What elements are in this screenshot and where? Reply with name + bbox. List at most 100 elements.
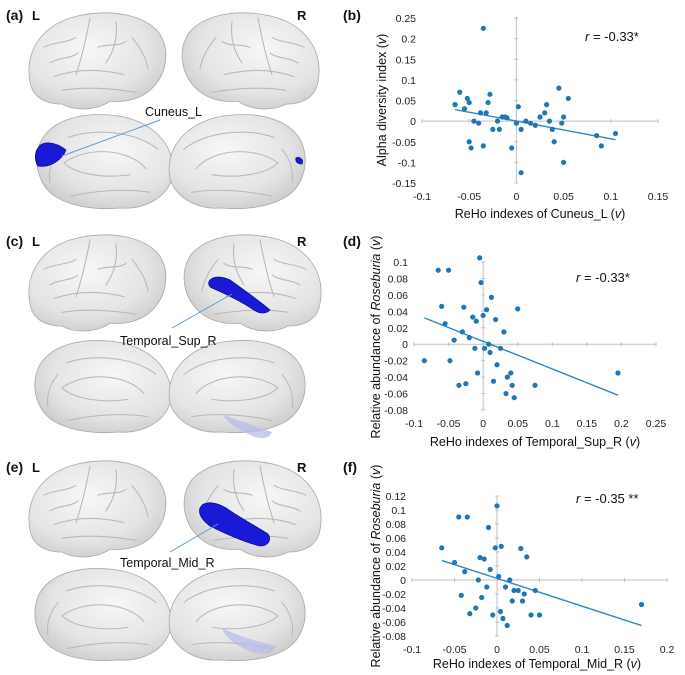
data-point [458, 592, 464, 599]
data-point [488, 294, 495, 300]
panel-a-label: (a) [6, 7, 23, 23]
data-point [477, 110, 484, 116]
data-point [511, 587, 517, 594]
y-tick-label: 0.12 [386, 491, 407, 503]
data-point [463, 381, 469, 387]
data-point [485, 99, 491, 106]
data-point [501, 329, 507, 335]
panel-a: (a) L R Cuneus_L [6, 7, 320, 210]
y-tick-label: -0.02 [384, 356, 408, 368]
data-point [518, 170, 524, 176]
data-point [532, 122, 538, 128]
data-point [556, 85, 562, 91]
label-part: v [369, 468, 383, 475]
panel-e-label: (e) [6, 459, 23, 475]
panel-c-right-label: R [297, 234, 307, 249]
y-tick-label: 0.15 [396, 54, 417, 66]
correlation-annotation: r = -0.35 ** [576, 491, 639, 506]
label-part: ) [369, 236, 383, 240]
data-point [481, 345, 488, 351]
label-part: Relative abundance of [369, 540, 383, 668]
y-tick-label: 0.1 [401, 75, 416, 87]
data-point [500, 615, 506, 622]
data-point [528, 612, 534, 618]
data-point [515, 104, 521, 110]
data-point [494, 362, 500, 368]
y-tick-label: 0 [402, 339, 408, 351]
label-part: = -0.33* [580, 270, 630, 285]
scatter-plot-b: (b)-0.1 -0.05 0 0.05 0.1 0.15-0.15-0.1-0.0500… [343, 7, 668, 221]
label-part: v [631, 657, 638, 671]
data-point [439, 303, 445, 309]
data-point [536, 612, 543, 618]
brain-lateral-right [183, 234, 322, 332]
data-point [612, 130, 619, 137]
data-point [511, 395, 517, 401]
temporal-sup-region-highlight [208, 276, 271, 314]
label-part: ) [375, 34, 389, 38]
data-point [523, 118, 529, 124]
x-tick-label: -0.1 [405, 418, 423, 430]
data-point [565, 95, 571, 102]
panel-c-left-label: L [32, 234, 40, 249]
data-point [475, 370, 481, 376]
y-axis-title: Alpha diversity index (v) [375, 34, 389, 167]
data-point [497, 608, 503, 615]
brain-lateral-right [181, 12, 320, 110]
x-tick-label: -0.1 [403, 644, 421, 656]
y-tick-label: 0.06 [386, 533, 407, 545]
y-tick-label: -0.02 [382, 589, 406, 601]
x-tick-label: -0.1 [413, 191, 431, 203]
data-point [532, 382, 538, 388]
region-label-temporal-sup: Temporal_Sup_R [120, 334, 217, 348]
data-point [537, 114, 543, 120]
data-point [468, 145, 474, 151]
label-part: Relative abundance of [369, 311, 383, 439]
y-tick-label: 0.06 [388, 290, 409, 302]
data-point [546, 118, 553, 124]
data-point [487, 566, 493, 573]
x-tick-label: 0.1 [603, 191, 618, 203]
panel-a-left-label: L [32, 8, 40, 23]
x-tick-label: 0.05 [553, 191, 574, 203]
data-point [490, 612, 496, 618]
label-part: v [630, 435, 637, 449]
data-point [471, 118, 477, 124]
regression-line [441, 559, 642, 627]
data-point [480, 25, 486, 31]
panel-e-left-label: L [32, 460, 40, 475]
data-point [509, 382, 515, 388]
y-tick-label: 0.05 [396, 96, 417, 108]
panel-label: (b) [343, 7, 361, 23]
brain-lateral-left [28, 234, 167, 332]
data-point [481, 556, 487, 562]
y-tick-label: -0.08 [384, 405, 408, 417]
y-tick-label: 0.25 [396, 13, 417, 25]
x-tick-label: 0.15 [648, 191, 669, 203]
data-point [559, 120, 565, 126]
y-tick-label: -0.06 [384, 389, 408, 401]
data-point [498, 543, 504, 550]
data-point [544, 102, 550, 108]
x-tick-label: -0.05 [457, 191, 481, 203]
y-tick-label: 0 [400, 575, 406, 587]
data-point [457, 89, 463, 95]
y-tick-label: 0.02 [388, 323, 409, 335]
data-point [480, 143, 486, 149]
data-point [451, 337, 457, 343]
data-point [519, 598, 526, 604]
label-part: Roseburia [369, 483, 383, 540]
temporal-sup-region-medial [222, 414, 272, 439]
y-tick-label: 0.02 [386, 561, 407, 573]
data-point [484, 307, 490, 313]
y-tick-label: -0.06 [382, 617, 406, 629]
brain-lateral-left [28, 12, 167, 110]
region-label-temporal-mid: Temporal_Mid_R [120, 556, 214, 570]
label-part: ReHo indexes of Cuneus_L ( [455, 207, 616, 221]
data-point [594, 132, 600, 139]
data-point [527, 120, 534, 126]
data-point [439, 545, 445, 551]
data-point [466, 335, 472, 341]
data-point [598, 143, 604, 149]
brain-medial-left [34, 567, 172, 662]
